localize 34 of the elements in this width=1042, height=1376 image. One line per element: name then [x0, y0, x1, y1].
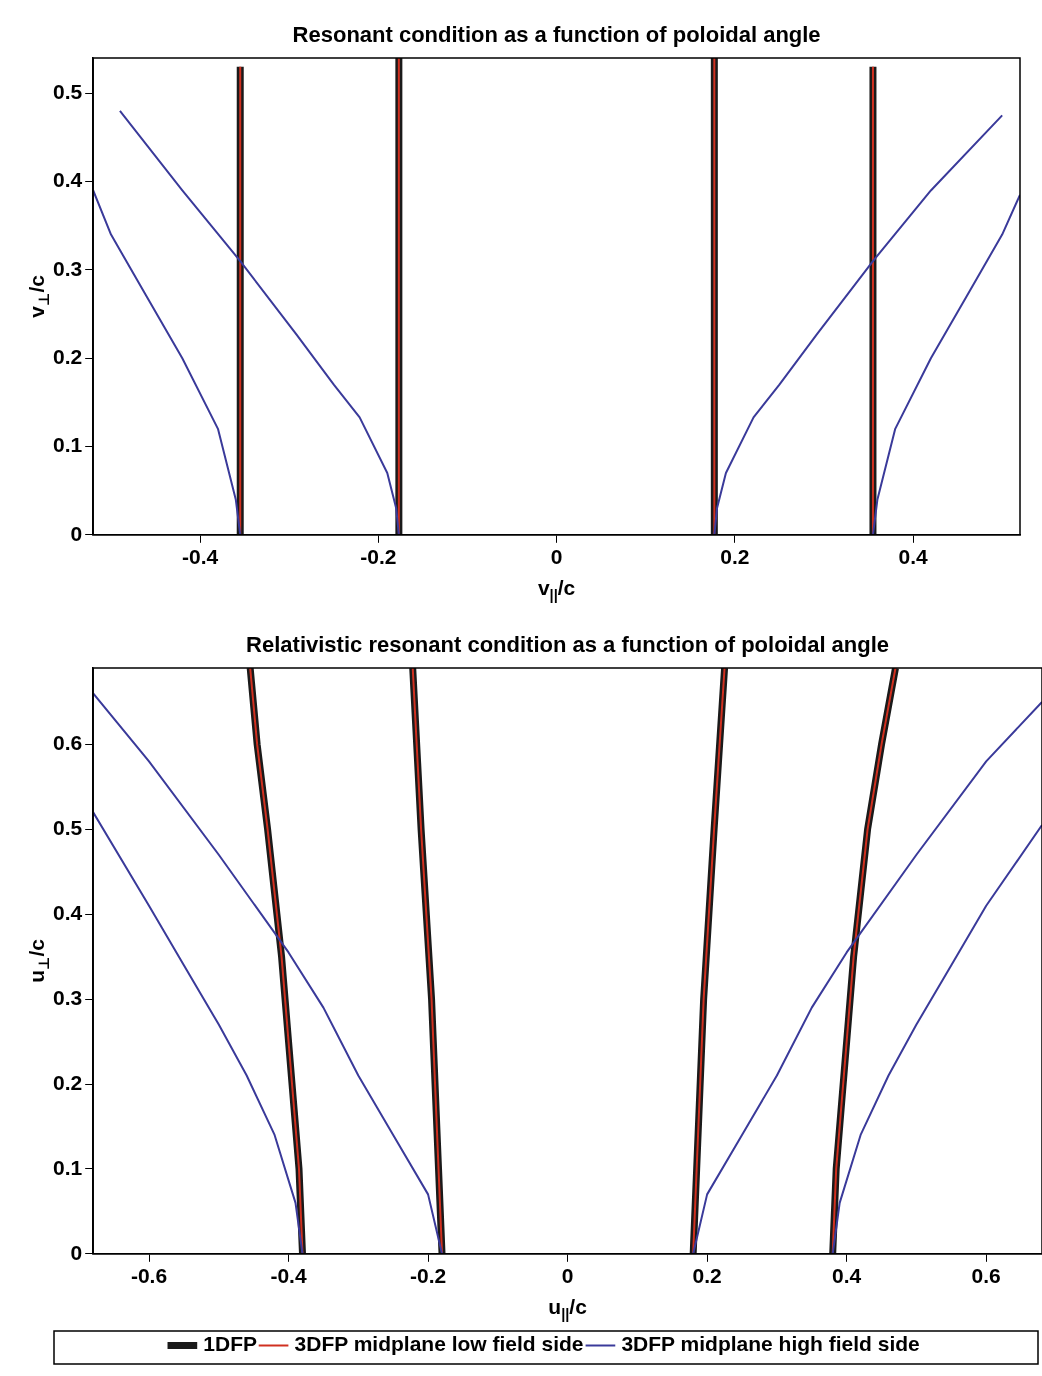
y-tick-label: 0: [70, 521, 83, 545]
chart-title: Relativistic resonant condition as a function of poloidal angle: [246, 632, 890, 658]
x-tick-label: 0: [561, 1264, 574, 1288]
y-axis-title: u⊥/c: [24, 938, 53, 983]
y-tick-label: 0.1: [52, 433, 83, 457]
y-tick-label: 0: [70, 1240, 83, 1264]
x-tick-label: -0.4: [270, 1264, 307, 1288]
chart-title: Resonant condition as a function of poloidal angle: [292, 22, 821, 48]
x-tick-label: -0.6: [130, 1264, 168, 1288]
x-tick-label: -0.2: [360, 545, 397, 569]
y-tick-label: 0.1: [52, 1155, 83, 1179]
y-axis-title: v⊥/c: [24, 274, 53, 318]
y-tick-label: 0.4: [52, 901, 83, 924]
y-tick-label: 0.6: [52, 731, 83, 755]
legend-label: 3DFP midplane high field side: [621, 1332, 920, 1356]
y-tick-label: 0.5: [52, 816, 83, 840]
x-axis-title: u||/c: [548, 1294, 588, 1323]
legend-label: 3DFP midplane low field side: [294, 1332, 584, 1356]
x-tick-label: 0: [550, 545, 563, 569]
x-tick-label: 0.6: [971, 1264, 1001, 1288]
x-tick-label: -0.4: [182, 545, 219, 569]
x-tick-label: 0.4: [898, 545, 928, 569]
y-tick-label: 0.3: [52, 256, 83, 280]
x-axis-title: v||/c: [537, 575, 576, 604]
y-tick-label: 0.5: [52, 80, 83, 104]
y-tick-label: 0.2: [52, 1070, 83, 1094]
x-tick-label: 0.4: [832, 1264, 862, 1288]
x-tick-label: 0.2: [692, 1264, 722, 1288]
y-tick-label: 0.2: [52, 345, 83, 368]
x-tick-label: 0.2: [720, 545, 750, 569]
legend-label: 1DFP: [203, 1332, 258, 1356]
x-tick-label: -0.2: [409, 1264, 447, 1288]
y-tick-label: 0.4: [52, 168, 83, 192]
y-tick-label: 0.3: [52, 985, 83, 1009]
